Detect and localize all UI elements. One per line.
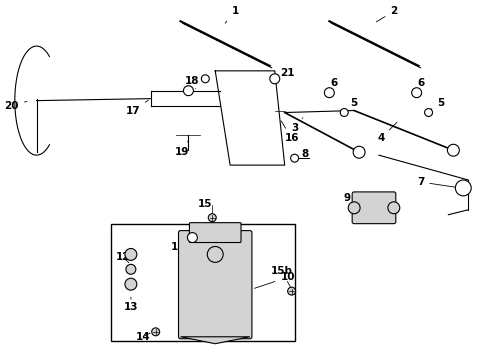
- Text: 19: 19: [175, 140, 189, 157]
- Text: 18: 18: [185, 76, 199, 89]
- Text: 20: 20: [4, 100, 27, 111]
- Text: 15b: 15b: [270, 266, 292, 287]
- Polygon shape: [180, 337, 249, 344]
- Circle shape: [201, 75, 209, 83]
- Circle shape: [208, 214, 216, 222]
- Text: 6: 6: [416, 78, 424, 93]
- Circle shape: [207, 247, 223, 262]
- FancyBboxPatch shape: [178, 231, 251, 339]
- Text: 9: 9: [343, 193, 356, 208]
- Bar: [111, 224, 294, 341]
- Circle shape: [124, 278, 137, 290]
- Text: 21: 21: [274, 68, 294, 79]
- Text: 16: 16: [281, 121, 298, 143]
- Text: 13: 13: [123, 297, 138, 312]
- Circle shape: [269, 74, 279, 84]
- Text: 3: 3: [290, 118, 302, 134]
- Circle shape: [187, 233, 197, 243]
- Text: 4: 4: [376, 122, 396, 143]
- Text: 12: 12: [116, 252, 130, 262]
- Circle shape: [183, 86, 193, 96]
- Circle shape: [151, 328, 160, 336]
- Circle shape: [387, 202, 399, 214]
- Circle shape: [411, 88, 421, 98]
- FancyBboxPatch shape: [189, 223, 241, 243]
- Circle shape: [340, 109, 347, 117]
- Circle shape: [126, 264, 136, 274]
- Text: 11: 11: [171, 238, 190, 252]
- Text: 6: 6: [326, 78, 337, 93]
- Text: 14: 14: [135, 332, 150, 342]
- Circle shape: [424, 109, 432, 117]
- Text: 17: 17: [125, 100, 148, 116]
- Text: 2: 2: [376, 6, 397, 22]
- Text: 15: 15: [198, 199, 212, 216]
- Circle shape: [324, 88, 334, 98]
- Text: 5: 5: [343, 98, 357, 111]
- Text: 5: 5: [428, 98, 443, 111]
- Circle shape: [124, 248, 137, 260]
- Text: 8: 8: [297, 149, 307, 159]
- Text: 7: 7: [416, 177, 457, 188]
- Circle shape: [347, 202, 359, 214]
- Circle shape: [454, 180, 470, 196]
- Circle shape: [352, 146, 365, 158]
- Circle shape: [290, 154, 298, 162]
- Circle shape: [447, 144, 458, 156]
- Text: 1: 1: [224, 6, 238, 23]
- FancyBboxPatch shape: [351, 192, 395, 224]
- Text: 10: 10: [254, 272, 294, 288]
- Circle shape: [287, 287, 295, 295]
